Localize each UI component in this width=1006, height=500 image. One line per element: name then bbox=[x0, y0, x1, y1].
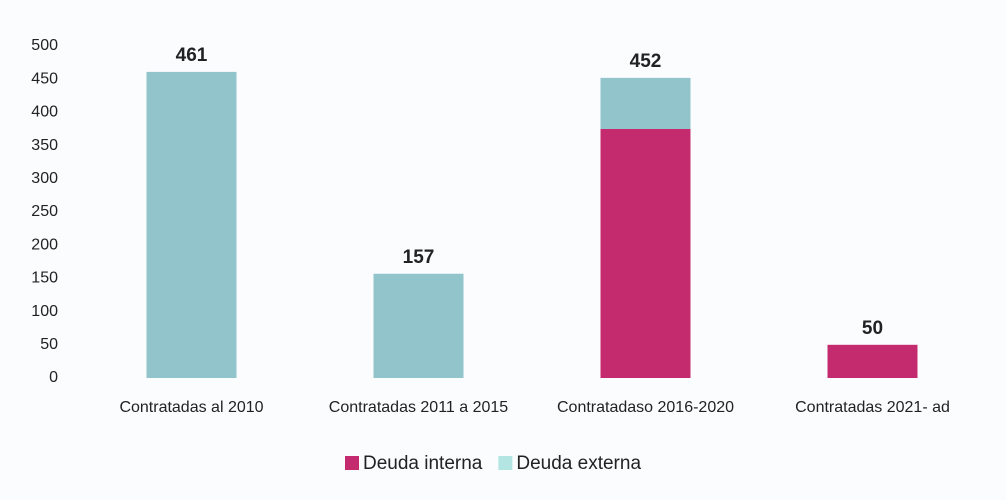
y-tick-label: 300 bbox=[31, 170, 58, 187]
x-tick-label: Contratadas 2021- ad bbox=[795, 399, 950, 416]
y-tick-label: 100 bbox=[31, 303, 58, 320]
bar-segment bbox=[373, 273, 464, 378]
x-tick-label: Contratadaso 2016-2020 bbox=[557, 399, 734, 416]
bar-segment bbox=[827, 344, 918, 378]
total-label: 157 bbox=[403, 247, 435, 268]
total-label: 461 bbox=[176, 45, 208, 66]
y-tick-label: 500 bbox=[31, 37, 58, 54]
legend-label: Deuda interna bbox=[363, 453, 483, 474]
legend-swatch bbox=[498, 456, 513, 470]
y-tick-label: 400 bbox=[31, 104, 58, 121]
x-tick-label: Contratadas 2011 a 2015 bbox=[329, 399, 509, 416]
total-label: 452 bbox=[630, 51, 662, 72]
bar-segment bbox=[146, 71, 237, 378]
legend-label: Deuda externa bbox=[516, 453, 641, 474]
legend-swatch bbox=[345, 456, 359, 470]
y-tick-label: 350 bbox=[31, 137, 58, 154]
y-tick-label: 450 bbox=[31, 70, 58, 87]
y-tick-label: 0 bbox=[49, 369, 58, 386]
total-label: 50 bbox=[862, 318, 883, 339]
y-tick-label: 250 bbox=[31, 203, 58, 220]
y-tick-label: 200 bbox=[31, 236, 58, 253]
y-tick-label: 50 bbox=[40, 336, 58, 353]
y-tick-label: 150 bbox=[31, 270, 58, 287]
bar-segment bbox=[600, 77, 691, 129]
x-tick-label: Contratadas al 2010 bbox=[119, 399, 263, 416]
bar-segment bbox=[600, 129, 691, 378]
